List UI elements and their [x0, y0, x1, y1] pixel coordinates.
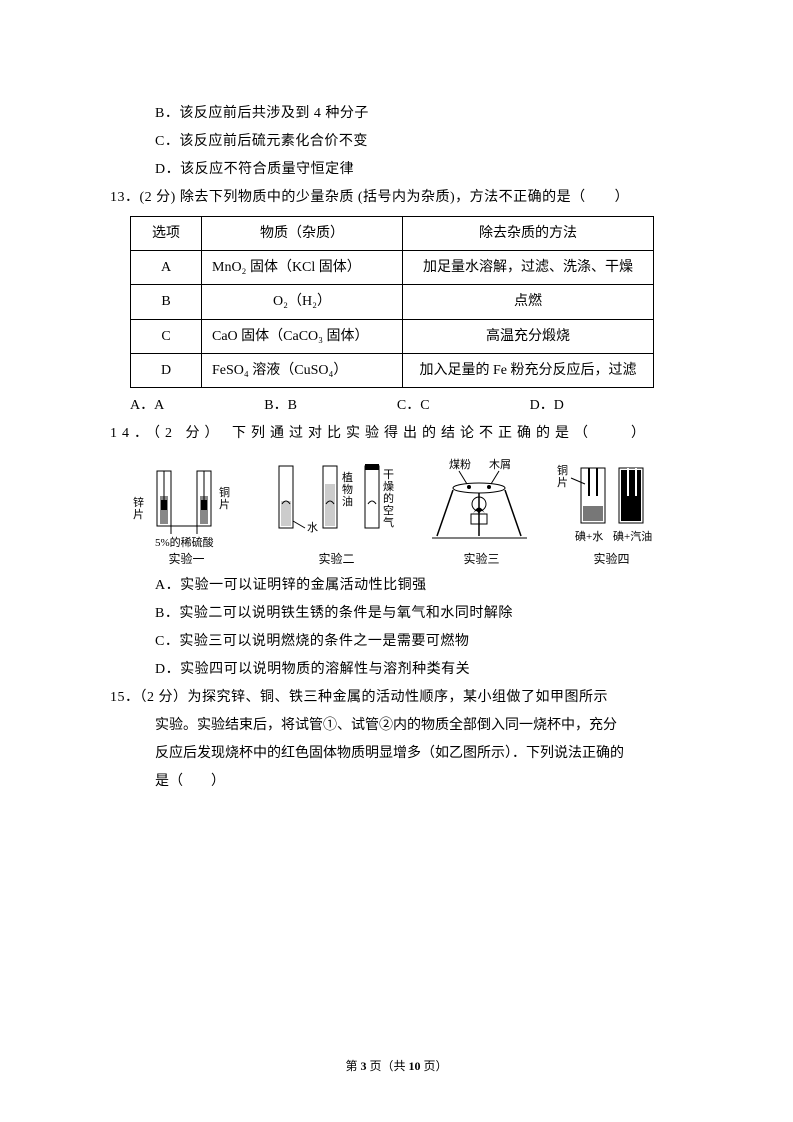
q15-line3: 反应后发现烧杯中的红色固体物质明显增多（如乙图所示）．下列说法正确的 [155, 740, 683, 768]
table-row: 加入足量的 Fe 粉充分反应后，过滤 [403, 353, 654, 387]
q13-th-method: 除去杂质的方法 [403, 217, 654, 251]
q13-stem: 13．(2 分) 除去下列物质中的少量杂质 (括号内为杂质)，方法不正确的是（ … [110, 184, 683, 212]
q14-option-c: C．实验三可以说明燃烧的条件之一是需要可燃物 [155, 628, 683, 656]
table-row: C [131, 319, 202, 353]
q14-option-b: B．实验二可以说明铁生锈的条件是与氧气和水同时解除 [155, 600, 683, 628]
label-coal: 煤粉 [449, 458, 471, 471]
table-row: FeSO₄ 溶液（CuSO₄） [202, 353, 403, 387]
svg-text:干: 干 [383, 469, 394, 481]
q14-stem: 14．（2 分） 下列通过对比实验得出的结论不正确的是（ ） [110, 420, 683, 448]
svg-text:片: 片 [219, 498, 230, 511]
exp4-caption: 实验四 [557, 551, 667, 568]
label-iodine-water: 碘+水 [575, 530, 603, 543]
exp4-svg: 铜 片 碘+水 碘+汽油 [557, 456, 667, 551]
table-row: CaO 固体（CaCO₃ 固体） [202, 319, 403, 353]
svg-text:片: 片 [557, 476, 568, 489]
exp3-caption: 实验三 [427, 551, 537, 568]
q15-line4: 是（ ） [155, 768, 683, 796]
svg-text:燥: 燥 [383, 480, 394, 493]
label-copper: 铜 [219, 485, 230, 499]
label-iodine-gasoline: 碘+汽油 [613, 529, 652, 543]
label-acid: 5%的稀硫酸 [155, 535, 214, 549]
exp2-caption: 实验二 [267, 551, 407, 568]
q13-answer-row: A．A B．B C．C D．D [130, 392, 683, 420]
q14-option-a: A．实验一可以证明锌的金属活动性比铜强 [155, 572, 683, 600]
q12-option-b: B．该反应前后共涉及到 4 种分子 [155, 100, 683, 128]
q13-table: 选项 物质（杂质） 除去杂质的方法 A MnO₂ 固体（KCl 固体） 加足量水… [130, 216, 654, 388]
page-footer: 第 3 页（共 10 页） [0, 1057, 793, 1074]
label-copper-piece: 铜 [557, 463, 568, 477]
exp2-svg: 水 植 物 油 干 燥 的 空 气 [267, 456, 407, 551]
q13-answer-b: B．B [264, 392, 297, 420]
footer-suffix: 页） [421, 1059, 448, 1073]
q13-answer-c: C．C [397, 392, 430, 420]
q14-option-d: D．实验四可以说明物质的溶解性与溶剂种类有关 [155, 656, 683, 684]
table-row: O₂（H₂） [202, 285, 403, 319]
svg-text:水: 水 [307, 521, 318, 534]
footer-prefix: 第 [345, 1059, 360, 1073]
q13-answer-a: A．A [130, 392, 164, 420]
q15-line2: 实验。实验结束后，将试管①、试管②内的物质全部倒入同一烧杯中，充分 [155, 712, 683, 740]
table-row: 加足量水溶解，过滤、洗涤、干燥 [403, 251, 654, 285]
q14-figures: 锌 片 铜 片 5%的稀硫酸 实验一 [110, 456, 683, 568]
footer-total: 10 [409, 1059, 421, 1073]
label-wood: 木屑 [489, 458, 511, 471]
q13-th-option: 选项 [131, 217, 202, 251]
exp3-svg: 煤粉 木屑 [427, 456, 537, 551]
svg-text:植: 植 [342, 470, 353, 484]
experiment-3-figure: 煤粉 木屑 实验三 [427, 456, 537, 568]
q13-answer-d: D．D [530, 392, 564, 420]
label-zinc: 锌 [133, 495, 144, 509]
footer-mid: 页（共 [366, 1059, 408, 1073]
experiment-1-figure: 锌 片 铜 片 5%的稀硫酸 实验一 [127, 456, 247, 568]
table-row: D [131, 353, 202, 387]
svg-text:物: 物 [342, 482, 353, 496]
experiment-2-figure: 水 植 物 油 干 燥 的 空 气 实验二 [267, 456, 407, 568]
svg-text:气: 气 [383, 515, 394, 529]
q12-option-c: C．该反应前后硫元素化合价不变 [155, 128, 683, 156]
table-row: 高温充分煅烧 [403, 319, 654, 353]
experiment-4-figure: 铜 片 碘+水 碘+汽油 实验四 [557, 456, 667, 568]
q15-line1: 15．（2 分）为探究锌、铜、铁三种金属的活动性顺序，某小组做了如甲图所示 [110, 684, 683, 712]
page-content: B．该反应前后共涉及到 4 种分子 C．该反应前后硫元素化合价不变 D．该反应不… [0, 0, 793, 856]
svg-text:片: 片 [133, 508, 144, 521]
svg-text:油: 油 [342, 494, 353, 508]
q12-option-d: D．该反应不符合质量守恒定律 [155, 156, 683, 184]
svg-text:的: 的 [383, 491, 394, 505]
exp1-svg: 锌 片 铜 片 5%的稀硫酸 [127, 456, 247, 551]
q13-th-substance: 物质（杂质） [202, 217, 403, 251]
table-row: 点燃 [403, 285, 654, 319]
svg-text:空: 空 [383, 503, 394, 517]
exp1-caption: 实验一 [127, 551, 247, 568]
table-row: B [131, 285, 202, 319]
table-row: A [131, 251, 202, 285]
table-row: MnO₂ 固体（KCl 固体） [202, 251, 403, 285]
